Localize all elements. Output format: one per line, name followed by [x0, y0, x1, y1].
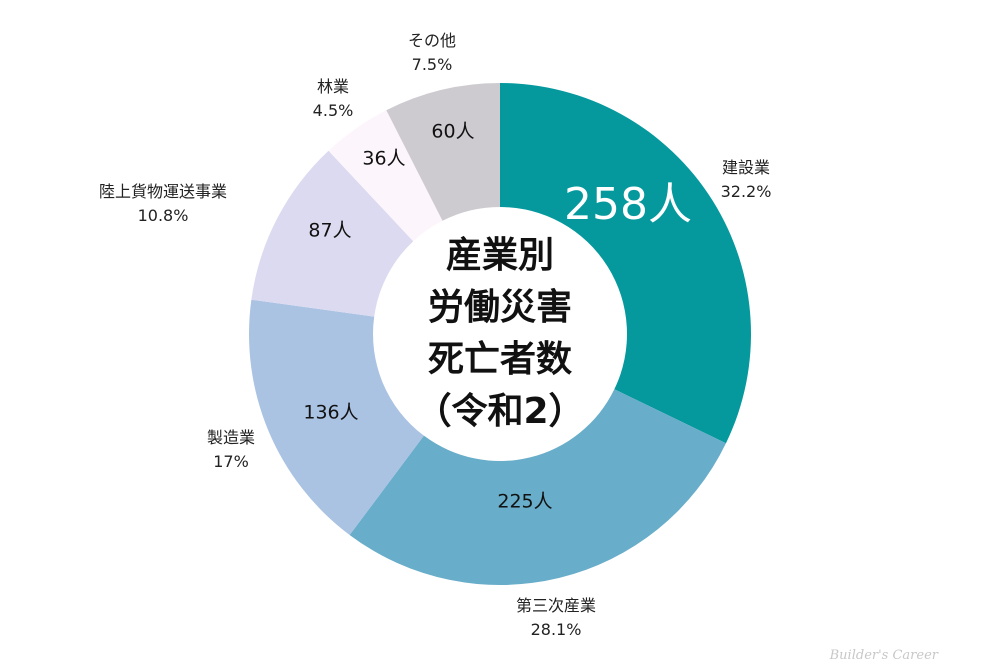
value-construction: 258人 — [564, 179, 692, 230]
value-manufacturing: 136人 — [303, 401, 359, 424]
value-freight: 87人 — [308, 219, 352, 242]
watermark: Builder's Career — [829, 648, 938, 663]
value-forestry: 36人 — [362, 147, 406, 170]
label-tertiary: 第三次産業 28.1% — [515, 596, 597, 639]
slice-1 — [349, 389, 726, 585]
chart-title: 産業別 労働災害 死亡者数 （令和2） — [415, 235, 585, 432]
label-manufacturing: 製造業 17% — [206, 428, 256, 471]
label-freight: 陸上貨物運送事業 10.8% — [98, 182, 228, 225]
label-forestry: 林業 4.5% — [312, 77, 354, 120]
slice-5 — [386, 83, 500, 221]
slice-2 — [249, 299, 424, 535]
value-tertiary: 225人 — [497, 490, 553, 513]
label-other: その他 7.5% — [407, 31, 457, 74]
slice-3 — [251, 150, 414, 317]
slice-4 — [328, 110, 443, 242]
value-other: 60人 — [431, 120, 475, 143]
label-construction: 建設業 32.2% — [720, 158, 772, 201]
slice-0 — [500, 83, 751, 444]
